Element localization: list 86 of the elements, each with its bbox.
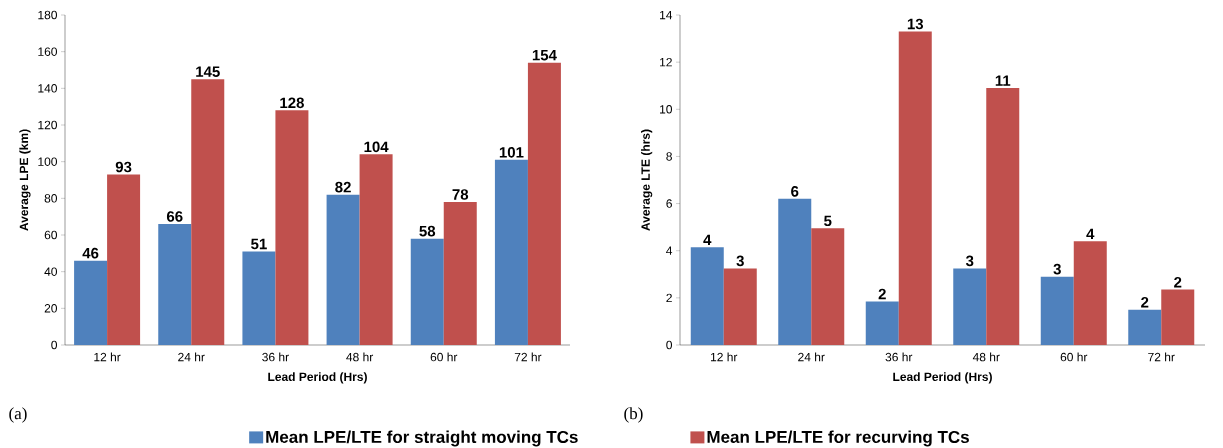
bar [690,247,724,345]
y-axis-title: Average LPE (km) [19,129,31,231]
legend-label: Mean LPE/LTE for recurving TCs [707,430,969,447]
data-label: 4 [1086,228,1095,240]
data-label: 78 [452,189,469,200]
data-label: 3 [736,255,744,267]
y-tick-label: 8 [666,152,672,161]
bar [494,159,528,345]
y-tick-label: 10 [660,105,673,114]
data-label: 11 [995,75,1011,86]
data-label: 82 [335,181,351,193]
data-label: 101 [499,147,524,158]
data-label: 128 [280,97,304,109]
y-tick-label: 2 [666,293,672,303]
y-tick-label: 4 [666,246,673,255]
x-tick-label: 12 hr [94,352,121,362]
bar [1040,276,1074,345]
x-axis-title: Lead Period (Hrs) [893,372,992,384]
data-label: 2 [1174,276,1182,288]
x-tick-label: 24 hr [178,352,205,362]
x-tick-label: 48 hr [972,352,1000,362]
y-axis-title: Average LTE (hrs) [641,129,653,231]
bar [778,198,812,345]
data-label: 3 [1053,263,1061,275]
data-label: 6 [791,186,799,197]
bar [107,174,141,345]
text: (a) [9,407,27,423]
bar [1073,241,1107,345]
y-tick-label: 14 [660,10,673,20]
bar [1161,289,1195,345]
y-tick-label: 140 [38,84,58,93]
x-tick-label: 48 hr [346,352,374,362]
bar [1128,309,1162,345]
legend-label: Mean LPE/LTE for straight moving TCs [266,430,578,447]
data-label: 104 [364,141,389,153]
bar [865,301,899,345]
data-label: 2 [878,288,886,300]
y-tick-label: 80 [44,194,58,203]
data-label: 66 [166,211,183,222]
y-tick-label: 60 [44,230,58,240]
bar [242,251,276,345]
y-tick-label: 0 [51,340,58,350]
bar [410,238,444,345]
data-label: 154 [532,50,557,61]
bar [326,194,360,345]
x-tick-label: 12 hr [710,352,738,362]
bar [723,268,757,345]
y-tick-label: 6 [666,199,672,208]
bar [74,260,108,345]
data-label: 51 [251,238,267,250]
data-label: 4 [703,234,712,245]
x-tick-label: 60 hr [1060,352,1088,362]
bar [953,268,987,345]
bar [359,154,393,345]
bar [811,228,845,345]
y-tick-label: 0 [666,340,673,350]
x-tick-label: 72 hr [1148,352,1175,362]
bar [275,110,309,345]
bar [527,62,561,345]
data-label: 46 [82,247,99,259]
bar [191,79,225,345]
x-tick-label: 24 hr [798,352,825,362]
data-label: 145 [196,66,220,77]
bar [986,88,1020,345]
bar [898,31,932,345]
text: (b) [624,407,643,423]
data-label: 13 [907,18,924,30]
bar [443,202,477,345]
data-label: 2 [1141,296,1149,308]
y-tick-label: 100 [38,157,58,166]
data-label: 3 [965,255,974,267]
x-axis-title: Lead Period (Hrs) [268,372,367,384]
x-tick-label: 36 hr [885,352,913,362]
data-label: 5 [824,215,832,227]
y-tick-label: 160 [38,47,58,56]
y-tick-label: 120 [38,120,58,130]
x-tick-label: 72 hr [514,352,542,362]
y-tick-label: 180 [38,10,58,20]
x-tick-label: 60 hr [430,352,458,362]
data-label: 58 [419,225,436,237]
y-tick-label: 20 [44,304,58,313]
y-tick-label: 40 [44,267,58,276]
bar [158,224,192,345]
y-tick-label: 12 [660,57,672,67]
data-label: 93 [115,161,132,173]
x-tick-label: 36 hr [262,352,289,362]
